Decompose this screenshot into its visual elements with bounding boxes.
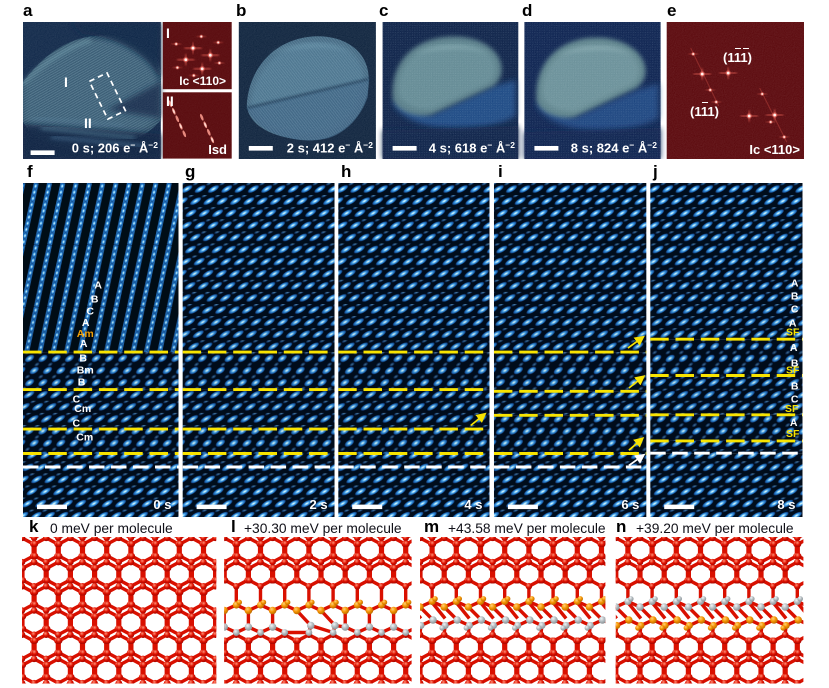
svg-text:A: A bbox=[790, 342, 798, 354]
svg-text:A: A bbox=[789, 318, 797, 330]
svg-text:4 s: 4 s bbox=[465, 497, 483, 512]
svg-text:A: A bbox=[95, 280, 103, 292]
svg-text:C: C bbox=[73, 394, 81, 406]
svg-text:B: B bbox=[80, 353, 88, 365]
svg-text:Cm: Cm bbox=[77, 432, 94, 444]
svg-text:C: C bbox=[73, 418, 81, 430]
svg-text:6 s: 6 s bbox=[622, 497, 640, 512]
svg-text:Cm: Cm bbox=[75, 403, 92, 415]
svg-text:C: C bbox=[791, 304, 799, 316]
svg-text:A: A bbox=[82, 317, 90, 329]
svg-text:B: B bbox=[791, 291, 799, 303]
svg-text:SF: SF bbox=[786, 365, 800, 377]
svg-text:B: B bbox=[791, 358, 799, 370]
svg-text:SF: SF bbox=[786, 327, 800, 339]
svg-text:2 s: 2 s bbox=[310, 497, 328, 512]
svg-text:C: C bbox=[791, 394, 799, 406]
svg-text:0 s: 0 s bbox=[154, 497, 172, 512]
svg-text:8 s: 8 s bbox=[778, 497, 796, 512]
svg-text:C: C bbox=[87, 306, 95, 318]
svg-text:Am: Am bbox=[77, 328, 94, 340]
svg-text:A: A bbox=[791, 278, 799, 290]
svg-text:A: A bbox=[80, 338, 88, 350]
svg-text:B: B bbox=[78, 377, 86, 389]
svg-text:SF: SF bbox=[785, 403, 799, 415]
svg-text:B: B bbox=[791, 381, 799, 393]
svg-text:SF: SF bbox=[786, 428, 800, 440]
svg-text:A: A bbox=[790, 417, 798, 429]
svg-text:Bm: Bm bbox=[77, 365, 94, 377]
svg-text:B: B bbox=[91, 294, 99, 306]
